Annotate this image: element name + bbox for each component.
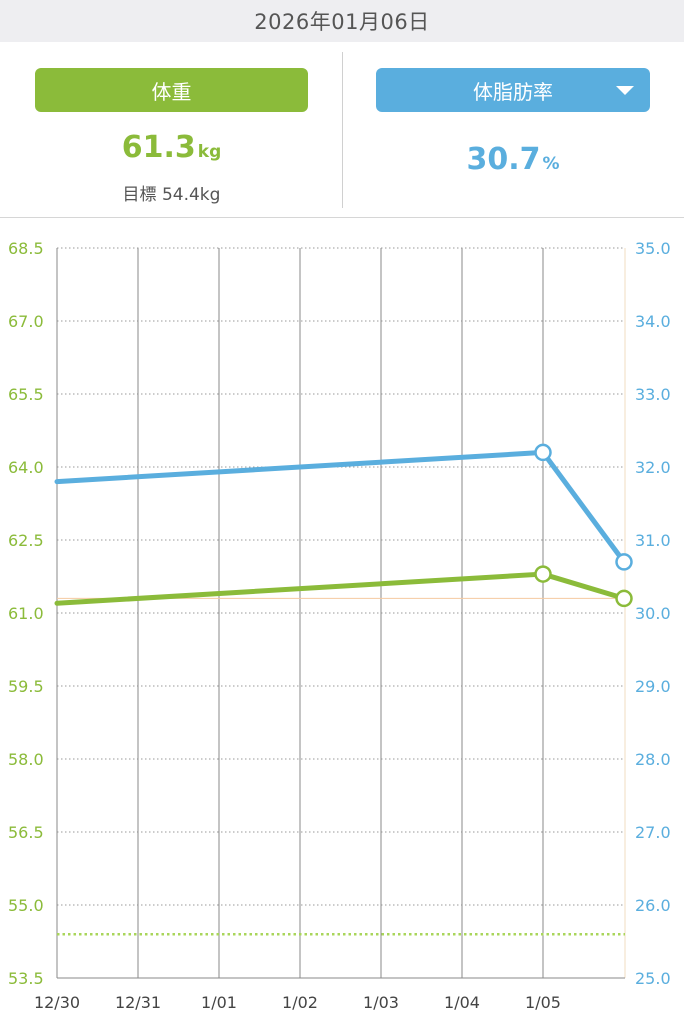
right-axis-tick-label: 30.0 xyxy=(635,604,671,623)
x-axis-tick-label: 1/03 xyxy=(363,993,399,1012)
right-axis-tick-label: 27.0 xyxy=(635,823,671,842)
summary-divider xyxy=(342,52,343,208)
current-date: 2026年01月06日 xyxy=(254,10,430,34)
body-fat-series-line xyxy=(54,449,627,565)
right-axis-tick-label: 26.0 xyxy=(635,896,671,915)
weight-value: 61.3 kg xyxy=(35,130,308,165)
goal-value: 54.4kg xyxy=(161,185,221,205)
right-axis-tick-label: 35.0 xyxy=(635,239,671,258)
goal-label: 目標 xyxy=(122,185,157,205)
weight-button-label: 体重 xyxy=(151,79,192,104)
x-axis-tick-label: 12/31 xyxy=(115,993,161,1012)
left-axis-tick-label: 53.5 xyxy=(8,969,44,988)
weight-unit: kg xyxy=(197,142,222,162)
left-axis-tick-label: 56.5 xyxy=(8,823,44,842)
x-axis-tick-label: 12/30 xyxy=(34,993,80,1012)
summary-panel: 体重 61.3 kg 目標 54.4kg 体脂肪率 30.7 % xyxy=(0,42,684,218)
left-axis-tick-label: 58.0 xyxy=(8,750,44,769)
body-fat-unit: % xyxy=(542,154,560,174)
right-axis-tick-label: 25.0 xyxy=(635,969,671,988)
left-axis-tick-label: 59.5 xyxy=(8,677,44,696)
left-axis-tick-label: 61.0 xyxy=(8,604,44,623)
x-axis-tick-label: 1/05 xyxy=(525,993,561,1012)
weight-body-fat-chart[interactable]: 68.5 67.0 65.5 64.0 62.5 61.0 59.5 58.0 56.5 55.0… xyxy=(0,218,684,1024)
x-axis-tick-label: 1/02 xyxy=(282,993,318,1012)
right-axis-tick-label: 33.0 xyxy=(635,385,671,404)
right-axis-tick-label: 34.0 xyxy=(635,312,671,331)
weight-button[interactable]: 体重 xyxy=(35,68,308,112)
weight-number: 61.3 xyxy=(121,130,196,165)
left-axis-tick-label: 67.0 xyxy=(8,312,44,331)
right-axis-tick-label: 29.0 xyxy=(635,677,671,696)
left-axis-tick-label: 62.5 xyxy=(8,531,44,550)
x-axis-tick-label: 1/01 xyxy=(201,993,237,1012)
weight-series-point xyxy=(615,589,633,608)
left-axis-tick-label: 55.0 xyxy=(8,896,44,915)
chevron-down-icon xyxy=(616,86,634,95)
right-axis-tick-label: 31.0 xyxy=(635,531,671,550)
body-fat-button-label: 体脂肪率 xyxy=(473,79,553,104)
weight-goal: 目標 54.4kg xyxy=(35,180,308,205)
body-fat-series-point xyxy=(615,553,633,571)
left-axis-tick-label: 68.5 xyxy=(8,239,44,258)
date-header: 2026年01月06日 xyxy=(0,0,684,42)
right-axis-tick-label: 32.0 xyxy=(635,458,671,477)
weight-series-point xyxy=(534,565,552,583)
left-axis-tick-label: 64.0 xyxy=(8,458,44,477)
body-fat-series-point xyxy=(534,443,552,462)
right-axis-tick-label: 28.0 xyxy=(635,750,671,769)
x-axis-tick-label: 1/04 xyxy=(444,993,480,1012)
body-fat-number: 30.7 xyxy=(466,142,541,177)
left-axis-tick-label: 65.5 xyxy=(8,385,44,404)
body-fat-dropdown[interactable]: 体脂肪率 xyxy=(376,68,650,112)
body-fat-value: 30.7 % xyxy=(376,142,650,177)
